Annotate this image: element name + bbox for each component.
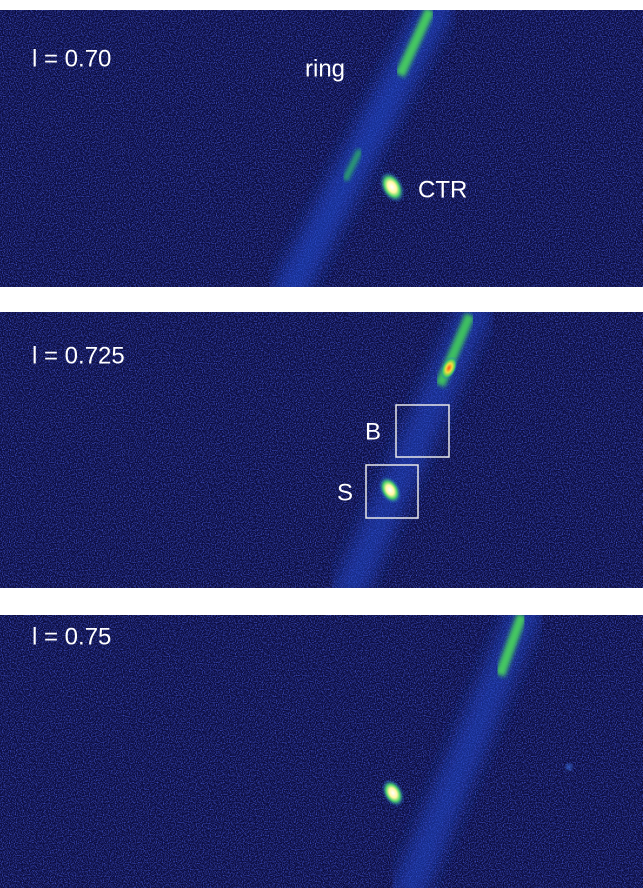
noise (0, 615, 643, 888)
panel: l = 0.70 ring CTR (0, 0, 643, 300)
panel-label: l = 0.70 (32, 45, 111, 72)
annotation: ring (305, 55, 345, 82)
panel-label: l = 0.725 (32, 342, 125, 369)
annotation: CTR (418, 176, 467, 203)
annotation: B (365, 418, 381, 445)
panel: l = 0.75 (0, 600, 643, 888)
page: l = 0.70 ring CTR l = 0.725 B S l = 0.75… (0, 0, 643, 888)
panel: l = 0.725 B S (0, 300, 643, 600)
annotation: S (337, 479, 353, 506)
figure: l = 0.70 ring CTR l = 0.725 B S l = 0.75 (0, 0, 643, 888)
panel-label: l = 0.75 (32, 623, 111, 650)
speck (566, 764, 572, 770)
